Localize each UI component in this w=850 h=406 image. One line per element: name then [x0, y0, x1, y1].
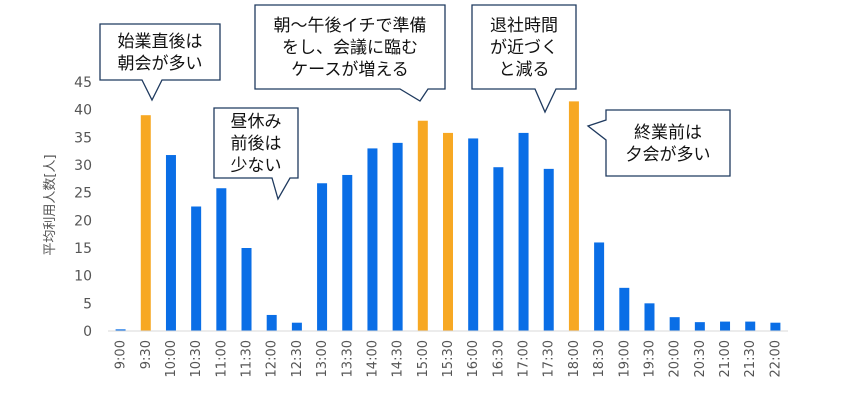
x-tick-label: 15:30 [441, 340, 456, 377]
x-axis-ticks: 9:00 9:30 10:00 10:30 11:00 11:30 12:00 12:30 13… [114, 340, 784, 377]
x-tick-label: 15:00 [416, 340, 431, 377]
bar [543, 168, 554, 331]
x-tick-label: 21:30 [743, 340, 758, 377]
bar [594, 242, 605, 331]
y-tick-label: 20 [74, 213, 92, 229]
bar-highlight [417, 120, 428, 331]
callout-box [254, 4, 446, 102]
y-tick-label: 0 [83, 324, 92, 340]
bar [720, 321, 731, 331]
bar [191, 206, 202, 331]
bar [392, 142, 403, 331]
callout-text: 昼休み [231, 112, 282, 132]
x-tick-label: 19:30 [642, 340, 657, 377]
x-tick-label: 17:30 [542, 340, 557, 377]
callout-box [586, 109, 731, 177]
x-tick-label: 20:00 [668, 340, 683, 377]
bar [770, 322, 781, 331]
annotations: 始業直後は朝会が多い昼休み前後は少ない朝～午後イチで準備をし、会議に臨むケースが… [99, 4, 731, 201]
x-tick-label: 18:00 [567, 340, 582, 377]
bar [367, 148, 378, 331]
bar [291, 322, 302, 331]
callout-text: をし、会議に臨む [282, 38, 418, 58]
bar [694, 322, 705, 331]
x-tick-label: 13:00 [315, 340, 330, 377]
x-tick-label: 12:30 [290, 340, 305, 377]
bar [317, 183, 328, 331]
bar [745, 321, 756, 331]
callout-box [471, 4, 577, 114]
x-tick-label: 16:30 [491, 340, 506, 377]
y-tick-label: 30 [74, 158, 92, 174]
x-tick-label: 10:30 [189, 340, 204, 377]
x-tick-label: 12:00 [265, 340, 280, 377]
bar [468, 138, 479, 331]
callout-text: 夕会が多い [626, 145, 711, 165]
bar-highlight [140, 115, 151, 331]
x-tick-label: 21:00 [718, 340, 733, 377]
bar [115, 329, 126, 331]
x-tick-label: 14:00 [365, 340, 380, 377]
bar [241, 248, 252, 331]
x-tick-label: 11:30 [240, 340, 255, 377]
bar-highlight [443, 132, 453, 331]
callout-box [99, 23, 221, 102]
x-tick-label: 16:00 [466, 340, 481, 377]
x-tick-label: 13:30 [340, 340, 355, 377]
callout-text: 前後は [231, 134, 282, 154]
callout-text: 終業前は [634, 123, 702, 143]
bar [266, 314, 277, 331]
x-tick-label: 18:30 [592, 340, 607, 377]
x-tick-label: 11:00 [214, 340, 229, 377]
callout-text: 退社時間 [490, 16, 558, 36]
callout-text: ケースが増える [291, 60, 409, 80]
x-tick-label: 9:00 [114, 340, 129, 369]
callout-text: 朝～午後イチで準備 [274, 16, 427, 36]
bar [342, 174, 353, 331]
x-tick-label: 10:00 [164, 340, 179, 377]
bar [669, 317, 680, 331]
y-tick-label: 45 [74, 75, 92, 91]
y-tick-label: 15 [74, 241, 92, 257]
y-axis-label: 平均利用人数[人] [43, 154, 58, 255]
x-tick-label: 9:30 [139, 340, 154, 369]
callout-text: と減る [499, 60, 550, 80]
x-tick-label: 20:30 [693, 340, 708, 377]
callout-text: 朝会が多い [118, 54, 203, 74]
y-tick-label: 5 [83, 296, 92, 312]
x-tick-label: 14:30 [391, 340, 406, 377]
y-tick-label: 10 [74, 269, 92, 285]
bar [644, 303, 655, 331]
bar [216, 188, 227, 331]
callout-text: 始業直後は [118, 32, 203, 52]
bar-series [115, 101, 781, 331]
x-tick-label: 22:00 [768, 340, 783, 377]
x-tick-label: 17:00 [517, 340, 532, 377]
bar-highlight [568, 101, 579, 331]
y-tick-label: 25 [74, 186, 92, 202]
callout-text: 少ない [231, 156, 282, 176]
bar [619, 287, 630, 331]
bar [165, 155, 176, 331]
bar [493, 167, 504, 331]
y-axis-ticks: 0 5 10 15 20 25 30 35 40 45 [74, 75, 92, 340]
callout-box [213, 107, 299, 201]
y-tick-label: 40 [74, 103, 92, 119]
bar [518, 132, 529, 331]
y-tick-label: 35 [74, 130, 92, 146]
callout-text: が近づく [490, 38, 558, 58]
x-tick-label: 19:00 [617, 340, 632, 377]
